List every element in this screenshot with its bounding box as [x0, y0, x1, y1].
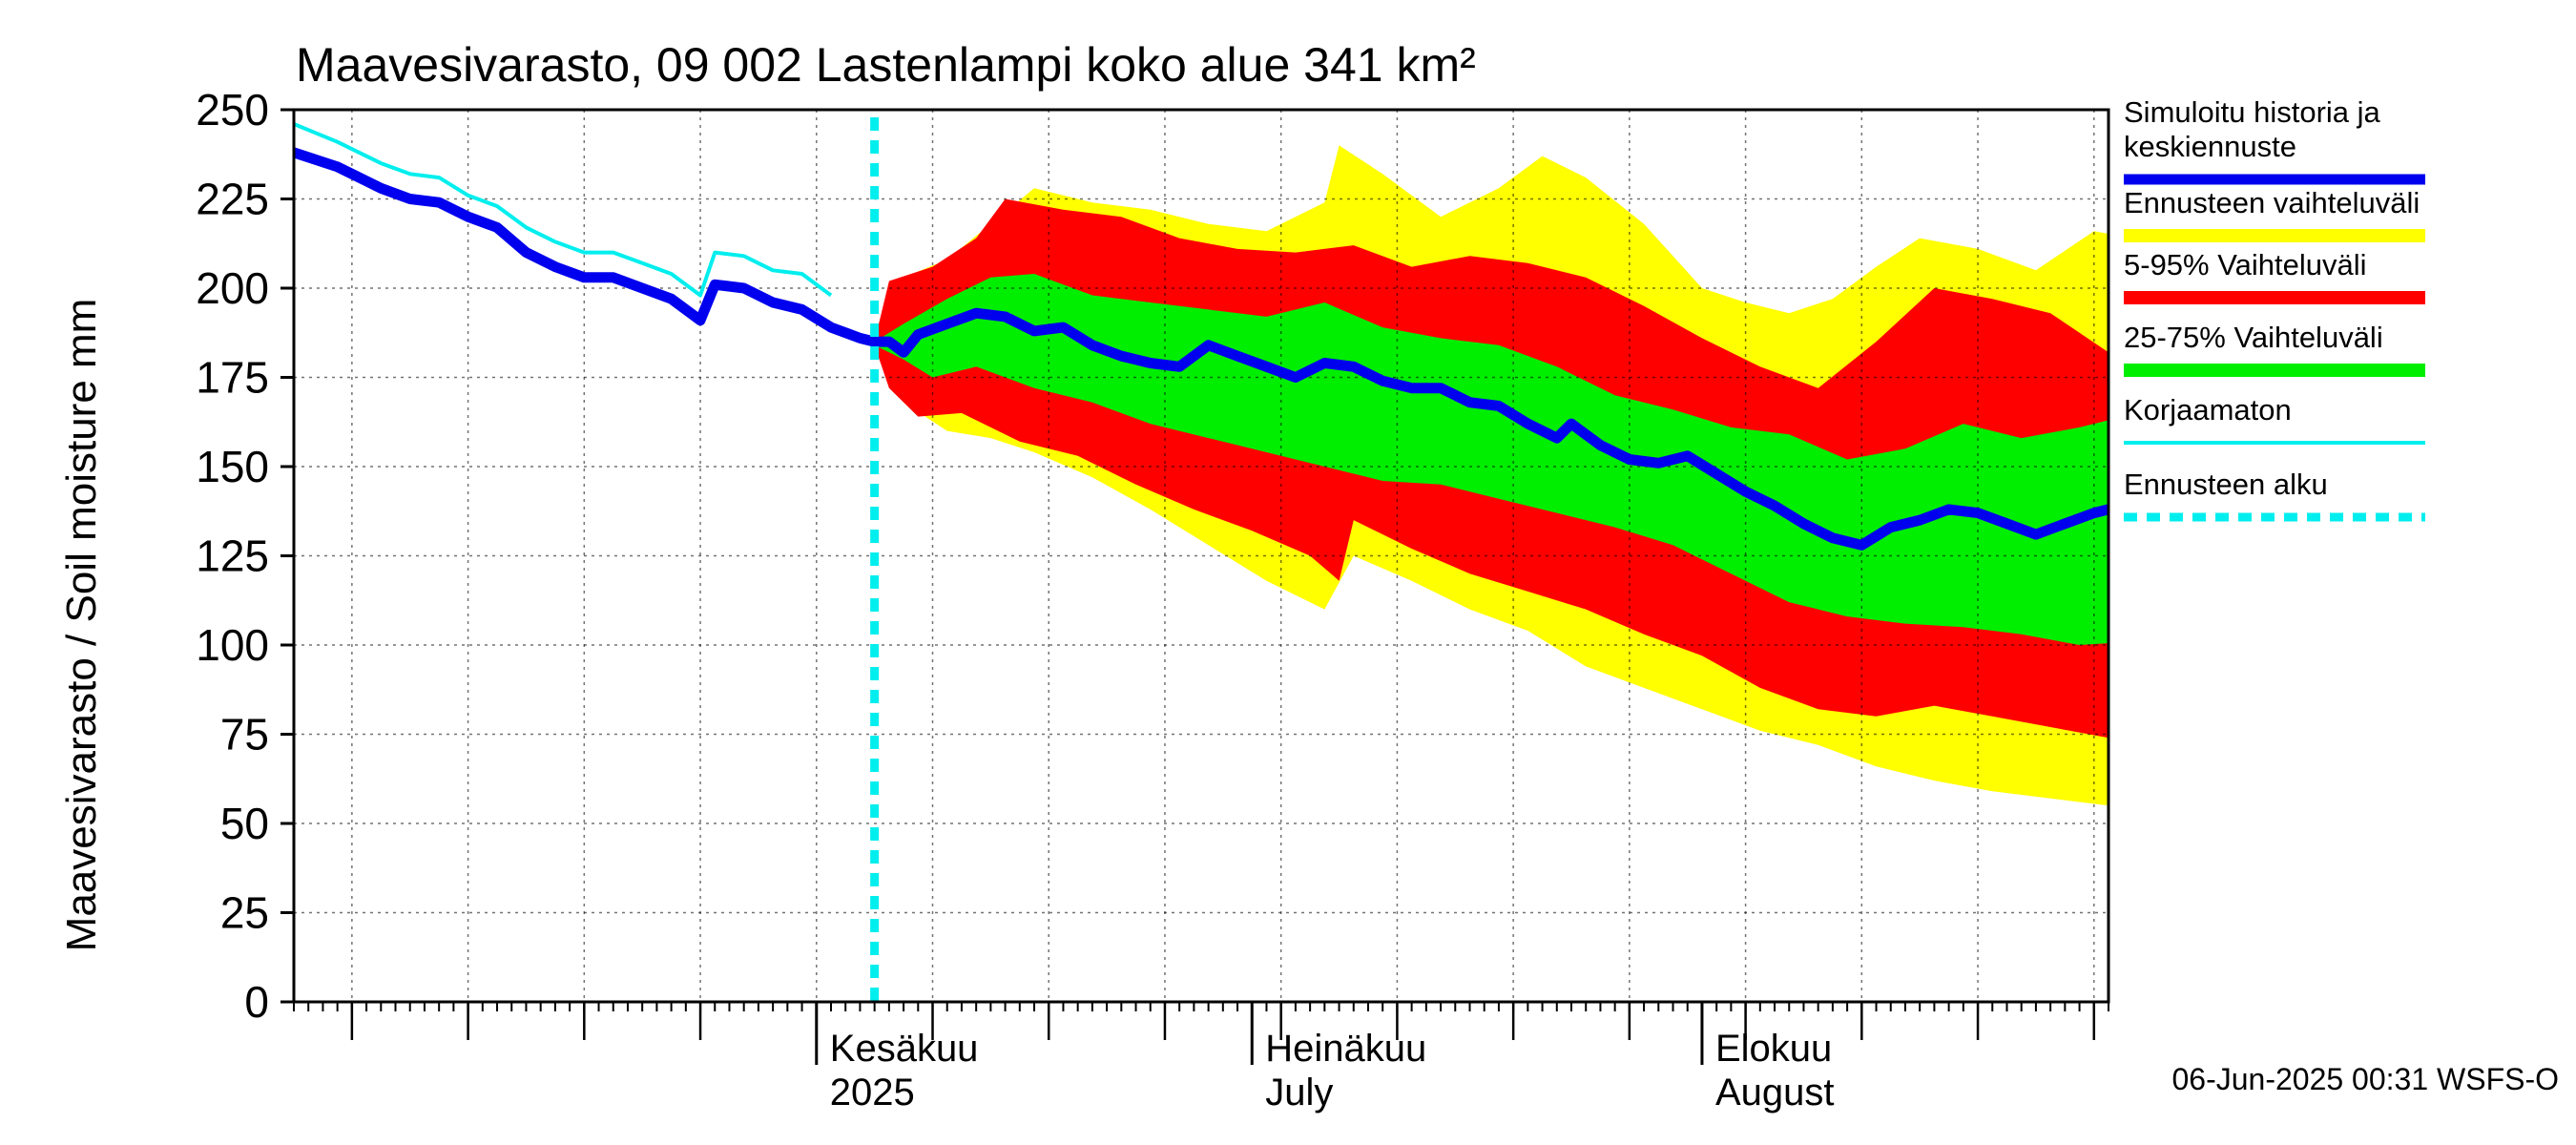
chart-title: Maavesivarasto, 09 002 Lastenlampi koko … [296, 38, 1476, 92]
legend-label-line2: keskiennuste [2124, 130, 2296, 163]
x-month-sublabel: 2025 [830, 1072, 915, 1114]
y-tick-label: 75 [220, 710, 269, 760]
legend-label: Korjaamaton [2124, 393, 2292, 427]
y-tick-label: 0 [244, 977, 269, 1027]
legend-label: 25-75% Vaihteluväli [2124, 321, 2383, 354]
y-tick-label: 100 [196, 620, 269, 670]
y-tick-label: 50 [220, 799, 269, 848]
y-tick-label: 150 [196, 442, 269, 491]
x-month-sublabel: July [1265, 1072, 1333, 1114]
legend-label: Simuloitu historia ja [2124, 95, 2381, 129]
forecast-bands [874, 145, 2109, 806]
legend-label: Ennusteen alku [2124, 468, 2328, 501]
x-month-label: Kesäkuu [830, 1028, 979, 1070]
y-tick-label: 250 [196, 85, 269, 135]
median-forecast-line [294, 147, 2109, 551]
x-month-label: Elokuu [1715, 1028, 1832, 1070]
x-month-sublabel: August [1715, 1072, 1835, 1114]
y-tick-label: 25 [220, 888, 269, 938]
legend-label: 5-95% Vaihteluväli [2124, 248, 2366, 281]
y-axis-label: Maavesivarasto / Soil moisture mm [58, 299, 105, 952]
y-tick-label: 200 [196, 263, 269, 313]
y-tick-label: 175 [196, 353, 269, 403]
series-lines [294, 117, 2109, 1002]
y-tick-label: 125 [196, 531, 269, 581]
x-month-label: Heinäkuu [1265, 1028, 1426, 1070]
legend-label: Ennusteen vaihteluväli [2124, 186, 2420, 219]
y-tick-label: 225 [196, 175, 269, 224]
timestamp-footer: 06-Jun-2025 00:31 WSFS-O [2171, 1062, 2559, 1096]
grid [294, 110, 2109, 1002]
uncorrected-line [294, 122, 833, 298]
